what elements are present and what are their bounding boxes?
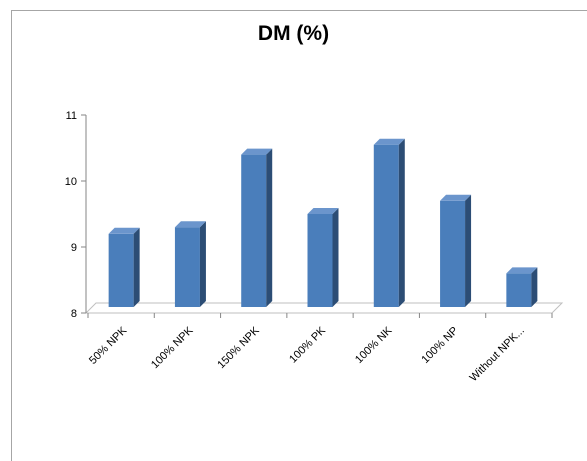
chart-title: DM (%): [257, 22, 330, 45]
bar-top: [108, 227, 140, 234]
bar-side: [465, 194, 472, 307]
chart-area: [11, 10, 587, 461]
bar-side: [133, 227, 140, 307]
bar: [174, 221, 206, 307]
bar: [307, 208, 339, 307]
bar-front: [506, 273, 532, 307]
bar-front: [174, 227, 200, 307]
x-tick-label: 100% PK: [287, 324, 328, 365]
bar-side: [398, 138, 405, 307]
bar-layer: [108, 138, 538, 307]
bar: [373, 138, 405, 307]
axis-layer: [81, 114, 564, 318]
bar: [108, 227, 140, 307]
bar-front: [108, 233, 134, 307]
floor-plane: [84, 302, 564, 314]
bar: [506, 267, 538, 307]
bar-side: [531, 267, 538, 307]
y-tick-label: 8: [71, 308, 77, 320]
bar-top: [241, 148, 273, 155]
bar-front: [307, 214, 333, 307]
x-tick-label: 50% NPK: [87, 324, 130, 367]
bar-top: [440, 194, 472, 201]
y-tick-label: 10: [65, 176, 77, 188]
x-tick-label: Without NPK...: [467, 325, 526, 384]
bar-side: [199, 221, 206, 307]
bar-side: [332, 208, 339, 307]
bar: [241, 148, 273, 307]
y-tick-label: 9: [71, 242, 77, 254]
bar-front: [241, 154, 267, 307]
bar-top: [307, 208, 339, 214]
x-tick-label: 150% NPK: [215, 324, 262, 371]
x-tick-label: 100% NK: [353, 324, 395, 366]
x-tick-label: 100% NPK: [149, 324, 196, 371]
bar-top: [506, 267, 538, 274]
bar-front: [440, 200, 466, 307]
bar: [440, 194, 472, 307]
y-tick-label: 11: [66, 110, 77, 122]
bar-top: [174, 221, 206, 228]
bar-front: [373, 144, 399, 307]
bar-top: [373, 138, 405, 145]
bar-side: [266, 148, 273, 307]
x-tick-label: 100% NP: [419, 325, 460, 366]
